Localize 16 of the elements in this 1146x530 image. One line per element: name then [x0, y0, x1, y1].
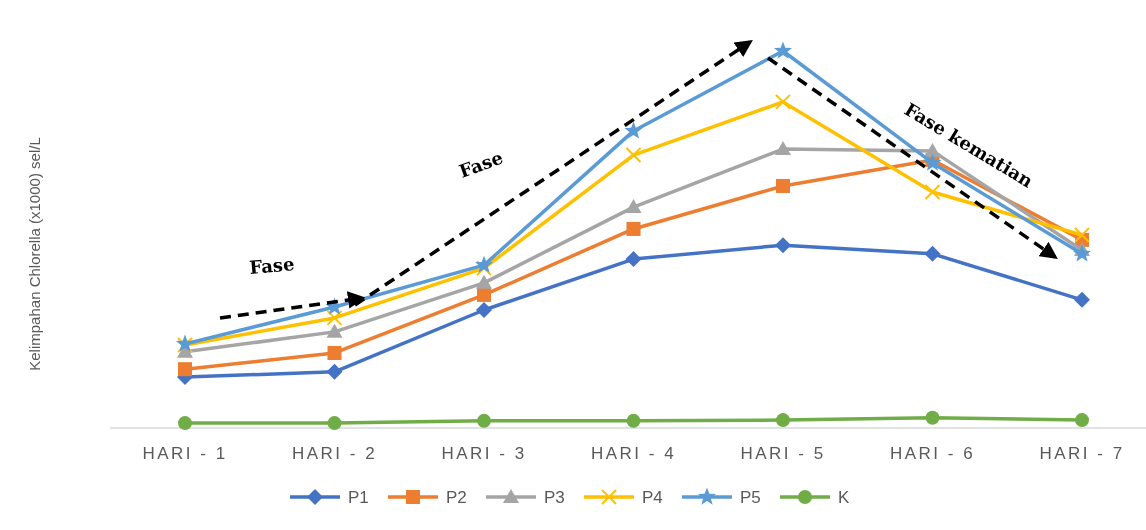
annotation: Fase: [456, 146, 506, 182]
legend-label: P4: [642, 488, 663, 507]
y-axis-title: Kelimpahan Chlorella (x1000) sel/L: [26, 137, 43, 371]
x-tick-label: HARI - 1: [142, 444, 228, 463]
x-tick-label: HARI - 3: [441, 444, 527, 463]
x-tick-label: HARI - 6: [889, 444, 976, 463]
annotation: Fase: [248, 253, 296, 278]
legend-label: P5: [740, 488, 761, 507]
x-tick-label: HARI - 2: [291, 444, 378, 463]
legend-label: P1: [348, 488, 369, 507]
x-tick-label: HARI - 7: [1039, 444, 1125, 463]
legend-label: K: [838, 488, 850, 507]
legend-label: P2: [446, 488, 467, 507]
x-tick-label: HARI - 5: [740, 444, 826, 463]
x-tick-label: HARI - 4: [590, 444, 677, 463]
legend-label: P3: [544, 488, 565, 507]
